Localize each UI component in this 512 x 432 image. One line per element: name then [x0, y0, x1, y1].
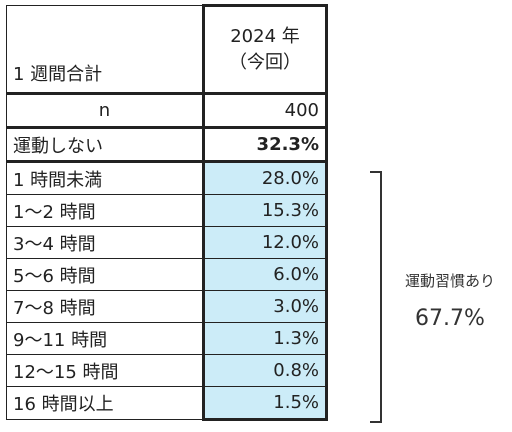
sample-size-value: 400 — [202, 93, 328, 129]
table-row: 7～8 時間 3.0% — [6, 290, 328, 323]
exercise-time-table: 1 週間合計 2024 年 （今回） n 400 運動しない 32.3% 1 時… — [6, 4, 328, 421]
row-value: 28.0% — [202, 161, 328, 195]
right-bracket — [370, 171, 382, 423]
current-note: （今回） — [229, 51, 301, 73]
no-exercise-row: 運動しない 32.3% — [6, 127, 328, 163]
row-label: 16 時間以上 — [6, 386, 204, 420]
row-label: 7～8 時間 — [6, 290, 204, 323]
period-label: 1 週間合計 — [6, 5, 204, 95]
table-row: 3～4 時間 12.0% — [6, 226, 328, 259]
row-label: 9～11 時間 — [6, 322, 204, 355]
row-label: 12～15 時間 — [6, 354, 204, 387]
table-row: 5～6 時間 6.0% — [6, 258, 328, 291]
row-value: 3.0% — [202, 290, 328, 323]
year-label: 2024 年 — [230, 25, 300, 47]
table-row: 9～11 時間 1.3% — [6, 322, 328, 355]
row-value: 0.8% — [202, 354, 328, 387]
row-label: 3～4 時間 — [6, 226, 204, 259]
period-label-text: 1 週間合計 — [13, 64, 103, 85]
table-row: 1 時間未満 28.0% — [6, 161, 328, 195]
sample-size-label: n — [6, 93, 204, 129]
no-exercise-label: 運動しない — [6, 127, 204, 163]
table-row: 16 時間以上 1.5% — [6, 386, 328, 421]
row-value: 12.0% — [202, 226, 328, 259]
row-value: 1.5% — [202, 386, 328, 421]
row-label: 1 時間未満 — [6, 161, 204, 195]
row-value: 15.3% — [202, 194, 328, 227]
row-value: 1.3% — [202, 322, 328, 355]
row-label: 1～2 時間 — [6, 194, 204, 227]
table-row: 1～2 時間 15.3% — [6, 194, 328, 227]
year-header: 2024 年 （今回） — [202, 4, 328, 95]
row-label: 5～6 時間 — [6, 258, 204, 291]
exercise-habit-label: 運動習慣あり — [404, 272, 495, 290]
row-value: 6.0% — [202, 258, 328, 291]
exercise-habit-percent: 67.7% — [415, 306, 485, 331]
no-exercise-value: 32.3% — [202, 127, 328, 163]
table-header-row: 1 週間合計 2024 年 （今回） — [6, 4, 328, 95]
table-row: 12～15 時間 0.8% — [6, 354, 328, 387]
sample-size-row: n 400 — [6, 93, 328, 129]
